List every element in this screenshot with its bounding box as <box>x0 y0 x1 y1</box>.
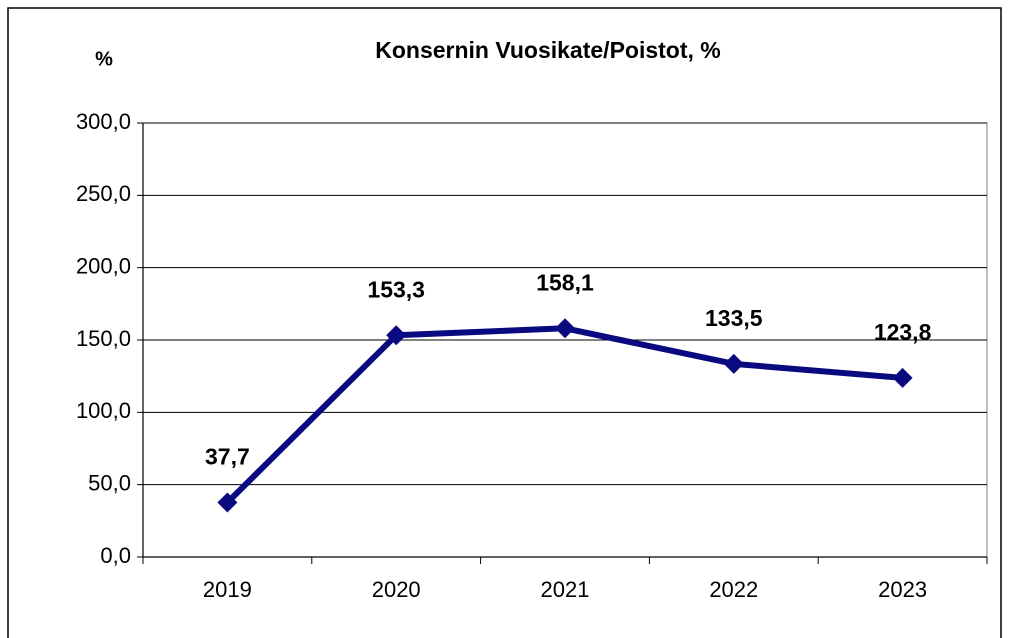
data-label: 133,5 <box>705 305 763 331</box>
x-tick-label: 2020 <box>372 577 421 602</box>
data-point <box>892 367 913 388</box>
y-tick-label: 50,0 <box>88 470 131 495</box>
data-point <box>386 325 407 346</box>
x-tick-label: 2019 <box>203 577 252 602</box>
data-label: 123,8 <box>874 319 932 345</box>
y-tick-label: 0,0 <box>100 543 131 568</box>
data-label: 37,7 <box>205 444 250 470</box>
data-label: 153,3 <box>367 276 425 302</box>
x-tick-label: 2021 <box>541 577 590 602</box>
y-tick-label: 100,0 <box>76 398 131 423</box>
x-tick-label: 2022 <box>709 577 758 602</box>
data-point <box>217 492 238 513</box>
y-axis-label: % <box>95 48 113 70</box>
y-tick-label: 250,0 <box>76 181 131 206</box>
data-label: 158,1 <box>536 269 594 295</box>
x-tick-label: 2023 <box>878 577 927 602</box>
y-tick-label: 300,0 <box>76 109 131 134</box>
y-tick-label: 200,0 <box>76 253 131 278</box>
data-point <box>555 318 575 339</box>
data-point <box>723 353 744 374</box>
chart-frame <box>7 7 1002 638</box>
chart-title: Konsernin Vuosikate/Poistot, % <box>375 37 720 63</box>
y-tick-label: 150,0 <box>76 326 131 351</box>
